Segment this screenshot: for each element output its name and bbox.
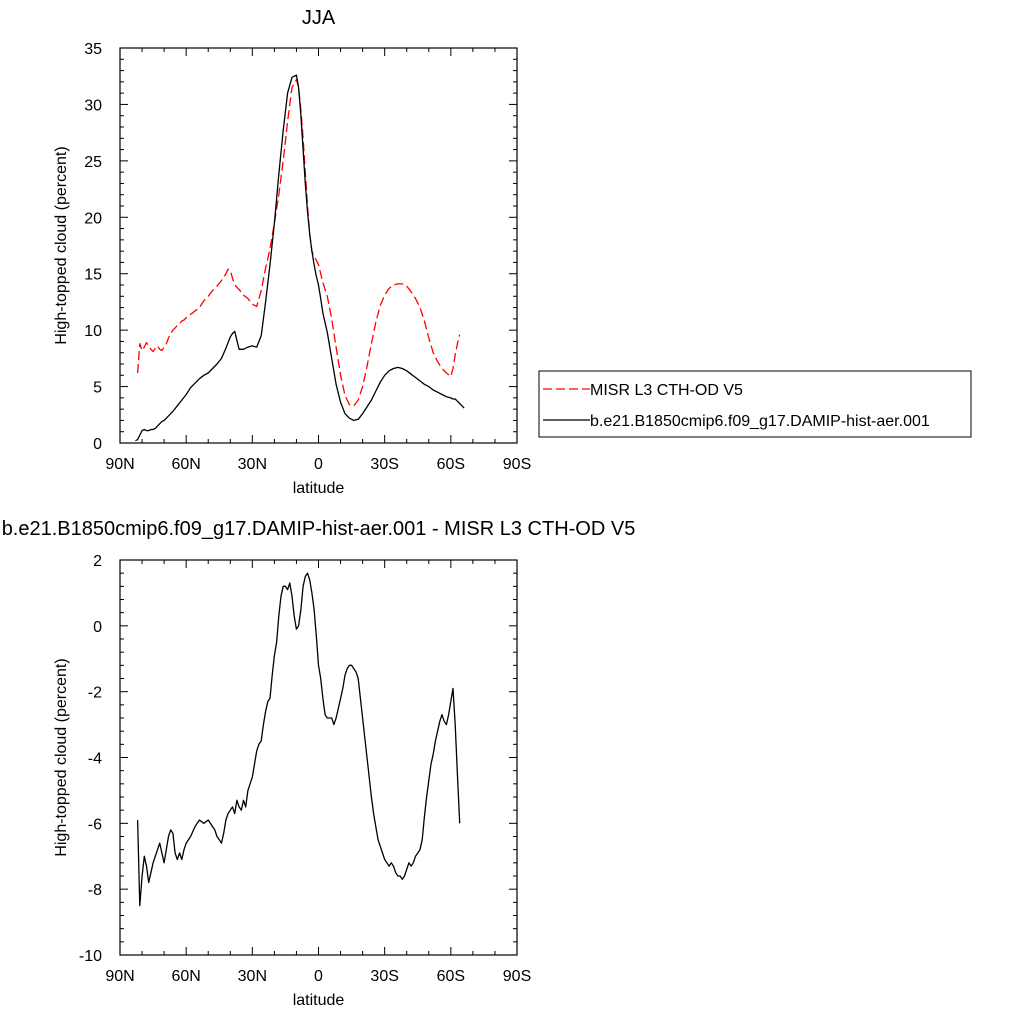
bottom-x-tick-label: 90S: [503, 968, 531, 985]
top-plot: JJA 90N 60N 30N 0 30S 60S 90S 0 5 10 15 20 25 30 35 lati…: [53, 7, 972, 497]
bottom-x-axis-label: latitude: [293, 992, 345, 1009]
legend-label-0: MISR L3 CTH-OD V5: [590, 382, 743, 399]
bottom-y-tick-label: -10: [79, 948, 102, 965]
bottom-y-tick-label: 2: [93, 553, 102, 570]
top-series-line-1: [135, 74, 465, 442]
top-y-tick-label: 30: [84, 97, 102, 114]
legend-label-1: b.e21.B1850cmip6.f09_g17.DAMIP-hist-aer.…: [590, 413, 930, 430]
top-y-tick-label: 10: [84, 323, 102, 340]
bottom-plot-frame: [119, 559, 518, 956]
top-y-tick-label: 15: [84, 267, 102, 284]
top-x-tick-label: 90N: [105, 456, 134, 473]
legend: MISR L3 CTH-OD V5 b.e21.B1850cmip6.f09_g1…: [538, 370, 972, 438]
bottom-x-tick-label: 90N: [105, 968, 134, 985]
bottom-x-tick-label: 30S: [370, 968, 398, 985]
bottom-y-tick-label: 0: [93, 619, 102, 636]
top-y-tick-label: 35: [84, 41, 102, 58]
bottom-y-tick-label: -2: [88, 685, 102, 702]
top-x-tick-label: 30S: [370, 456, 398, 473]
top-chart-title: JJA: [302, 7, 336, 29]
top-y-tick-label: 5: [93, 380, 102, 397]
top-x-tick-label: 0: [314, 456, 323, 473]
top-y-axis-label: High-topped cloud (percent): [53, 146, 70, 344]
top-plot-frame: [119, 47, 518, 444]
bottom-y-tick-label: -6: [88, 816, 102, 833]
top-y-tick-label: 0: [93, 436, 102, 453]
bottom-x-tick-label: 30N: [238, 968, 267, 985]
top-x-axis-label: latitude: [293, 480, 345, 497]
bottom-y-tick-label: -8: [88, 882, 102, 899]
top-series-line-0: [136, 78, 461, 407]
bottom-x-tick-label: 60N: [171, 968, 200, 985]
bottom-y-tick-label: -4: [88, 751, 102, 768]
top-x-tick-label: 90S: [503, 456, 531, 473]
top-x-tick-label: 60N: [171, 456, 200, 473]
bottom-chart-title: b.e21.B1850cmip6.f09_g17.DAMIP-hist-aer.…: [2, 518, 636, 540]
top-x-tick-label: 30N: [238, 456, 267, 473]
top-y-tick-label: 20: [84, 210, 102, 227]
legend-box: [538, 370, 972, 438]
bottom-x-tick-label: 0: [314, 968, 323, 985]
bottom-plot: b.e21.B1850cmip6.f09_g17.DAMIP-hist-aer.…: [2, 518, 636, 1009]
bottom-x-tick-label: 60S: [437, 968, 465, 985]
bottom-series-line-0: [136, 572, 461, 907]
top-y-tick-label: 25: [84, 154, 102, 171]
bottom-y-axis-label: High-topped cloud (percent): [53, 658, 70, 856]
top-x-tick-label: 60S: [437, 456, 465, 473]
